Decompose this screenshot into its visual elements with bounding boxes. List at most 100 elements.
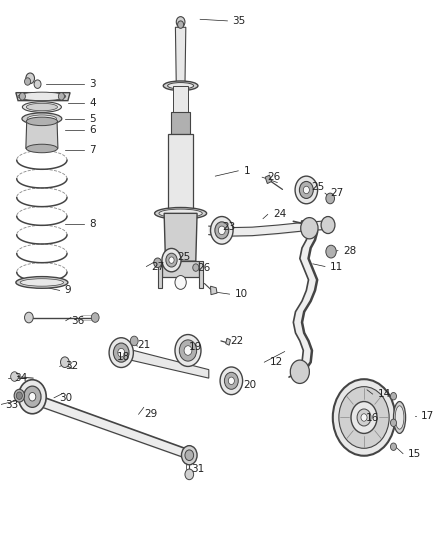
Text: 19: 19	[189, 342, 202, 352]
Text: 33: 33	[5, 400, 18, 410]
Circle shape	[390, 443, 396, 450]
Circle shape	[109, 338, 133, 368]
Polygon shape	[175, 27, 186, 86]
Circle shape	[215, 222, 229, 239]
Circle shape	[175, 335, 201, 367]
Text: 3: 3	[90, 79, 96, 89]
Text: 9: 9	[65, 286, 71, 295]
Circle shape	[224, 372, 238, 389]
Circle shape	[24, 386, 41, 407]
Text: 8: 8	[90, 219, 96, 229]
Circle shape	[118, 349, 125, 357]
Polygon shape	[121, 348, 209, 378]
Text: 22: 22	[230, 336, 244, 346]
Circle shape	[290, 360, 309, 383]
Polygon shape	[26, 122, 58, 149]
Circle shape	[19, 93, 25, 100]
Polygon shape	[164, 213, 197, 261]
Text: 29: 29	[144, 409, 157, 419]
Text: 10: 10	[235, 289, 248, 299]
Text: 26: 26	[267, 172, 281, 182]
Circle shape	[169, 257, 174, 263]
Text: 7: 7	[90, 144, 96, 155]
Text: 20: 20	[244, 379, 257, 390]
Circle shape	[179, 340, 197, 361]
Polygon shape	[171, 112, 190, 134]
Text: 23: 23	[222, 222, 235, 232]
Text: 27: 27	[330, 188, 343, 198]
Circle shape	[220, 367, 243, 394]
Text: 30: 30	[59, 393, 72, 403]
Text: 32: 32	[65, 361, 78, 372]
Circle shape	[357, 409, 371, 426]
Ellipse shape	[22, 113, 62, 125]
Polygon shape	[173, 86, 188, 112]
Circle shape	[390, 419, 396, 426]
Circle shape	[228, 377, 234, 384]
Text: 35: 35	[233, 16, 246, 26]
Circle shape	[162, 248, 181, 272]
Text: 25: 25	[311, 182, 325, 192]
Text: 36: 36	[71, 316, 84, 326]
Circle shape	[131, 336, 138, 346]
Text: 31: 31	[191, 464, 205, 473]
Polygon shape	[16, 93, 70, 101]
Circle shape	[339, 386, 389, 448]
Polygon shape	[226, 338, 230, 345]
Circle shape	[321, 216, 335, 233]
Text: 5: 5	[90, 114, 96, 124]
Text: 14: 14	[378, 389, 391, 399]
Text: 28: 28	[343, 246, 357, 255]
Circle shape	[91, 313, 99, 322]
Text: 24: 24	[273, 209, 286, 220]
Circle shape	[26, 73, 35, 84]
Text: 18: 18	[117, 352, 130, 362]
Circle shape	[14, 389, 25, 402]
Circle shape	[193, 264, 199, 271]
Text: 12: 12	[269, 357, 283, 367]
Text: 26: 26	[197, 263, 210, 272]
Circle shape	[351, 401, 377, 433]
Circle shape	[16, 392, 22, 399]
Circle shape	[18, 379, 46, 414]
Circle shape	[390, 392, 396, 400]
Text: 6: 6	[90, 125, 96, 135]
Ellipse shape	[395, 406, 404, 429]
Ellipse shape	[168, 83, 194, 89]
Ellipse shape	[26, 144, 57, 153]
Ellipse shape	[26, 103, 57, 111]
Ellipse shape	[159, 209, 202, 217]
Circle shape	[185, 469, 194, 480]
Circle shape	[60, 357, 69, 368]
Text: 4: 4	[90, 98, 96, 108]
Circle shape	[211, 216, 233, 244]
Ellipse shape	[26, 117, 57, 126]
Circle shape	[166, 253, 177, 267]
Ellipse shape	[18, 92, 66, 101]
Text: 25: 25	[177, 252, 191, 262]
Circle shape	[113, 343, 129, 362]
Polygon shape	[158, 261, 162, 288]
Circle shape	[25, 78, 31, 85]
Text: 11: 11	[330, 262, 343, 271]
Ellipse shape	[163, 81, 198, 91]
Ellipse shape	[16, 277, 68, 288]
Circle shape	[154, 258, 162, 268]
Circle shape	[185, 450, 194, 461]
Circle shape	[25, 312, 33, 323]
Text: 1: 1	[244, 166, 250, 176]
Circle shape	[218, 226, 225, 235]
Polygon shape	[169, 134, 193, 213]
Circle shape	[175, 276, 186, 289]
Polygon shape	[211, 286, 217, 295]
Ellipse shape	[20, 279, 64, 286]
Polygon shape	[265, 175, 272, 183]
Circle shape	[58, 93, 64, 100]
Text: 34: 34	[14, 373, 27, 383]
Ellipse shape	[393, 401, 406, 433]
Circle shape	[301, 217, 318, 239]
Circle shape	[326, 245, 336, 258]
Polygon shape	[162, 261, 199, 277]
Text: 17: 17	[421, 411, 434, 422]
Text: 16: 16	[366, 413, 379, 423]
